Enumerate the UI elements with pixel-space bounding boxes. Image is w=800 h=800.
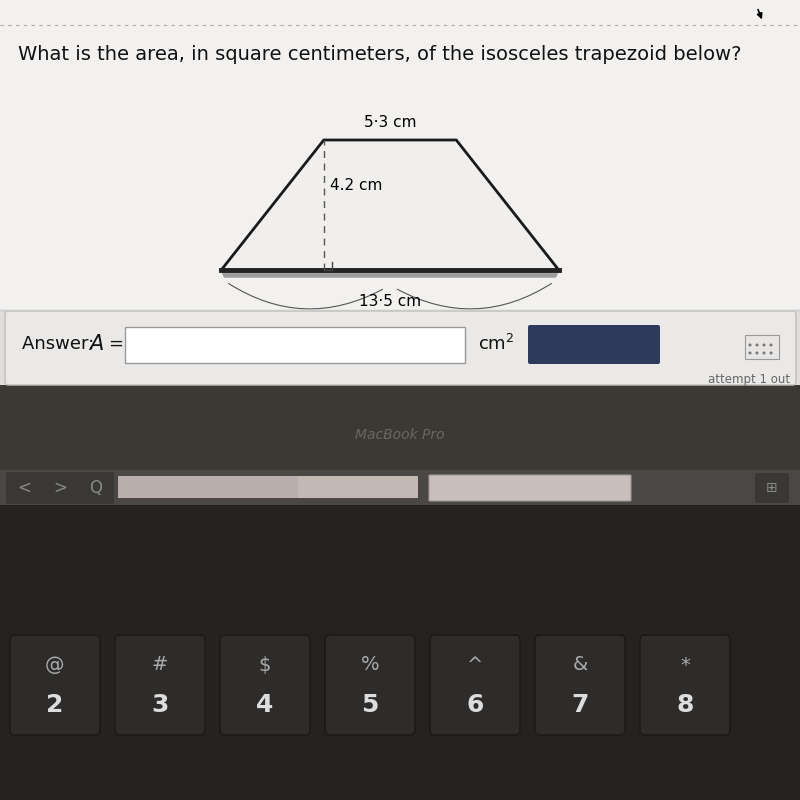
FancyBboxPatch shape — [640, 635, 730, 735]
Text: ^: ^ — [467, 655, 483, 674]
FancyBboxPatch shape — [5, 311, 796, 385]
Bar — [745, 335, 779, 359]
Text: attempt 1 out: attempt 1 out — [708, 374, 790, 386]
Text: <: < — [17, 479, 31, 497]
Text: What is the area, in square centimeters, of the isosceles trapezoid below?: What is the area, in square centimeters,… — [18, 45, 742, 64]
Text: $A$: $A$ — [88, 334, 104, 354]
Text: 6: 6 — [466, 693, 484, 717]
FancyBboxPatch shape — [220, 635, 310, 735]
Text: MacBook Pro: MacBook Pro — [355, 428, 445, 442]
Text: 7: 7 — [571, 693, 589, 717]
FancyBboxPatch shape — [325, 635, 415, 735]
Bar — [118, 476, 418, 498]
Bar — [125, 327, 465, 363]
Text: 5·3 cm: 5·3 cm — [364, 115, 416, 130]
FancyBboxPatch shape — [755, 473, 789, 503]
Circle shape — [755, 351, 758, 354]
Text: ...: ... — [125, 486, 133, 494]
Bar — [0, 385, 800, 470]
Text: =: = — [108, 335, 123, 353]
FancyBboxPatch shape — [78, 472, 114, 504]
Polygon shape — [222, 140, 558, 270]
Bar — [0, 470, 800, 505]
Text: 4: 4 — [256, 693, 274, 717]
Circle shape — [770, 343, 773, 346]
Circle shape — [762, 343, 766, 346]
FancyBboxPatch shape — [430, 635, 520, 735]
FancyBboxPatch shape — [115, 635, 205, 735]
Text: %: % — [361, 655, 379, 674]
FancyBboxPatch shape — [6, 472, 42, 504]
Bar — [0, 0, 800, 385]
Polygon shape — [222, 272, 558, 275]
FancyBboxPatch shape — [42, 472, 78, 504]
Circle shape — [749, 343, 751, 346]
Circle shape — [749, 351, 751, 354]
Text: ⊞: ⊞ — [766, 481, 778, 495]
FancyBboxPatch shape — [10, 635, 100, 735]
Text: 13·5 cm: 13·5 cm — [359, 294, 421, 309]
Text: 4.2 cm: 4.2 cm — [330, 178, 382, 193]
FancyBboxPatch shape — [528, 325, 660, 364]
Polygon shape — [223, 274, 557, 277]
Bar — [0, 310, 800, 385]
Bar — [0, 505, 800, 800]
Text: &: & — [572, 655, 588, 674]
Text: 5: 5 — [362, 693, 378, 717]
Text: 8: 8 — [676, 693, 694, 717]
Circle shape — [755, 343, 758, 346]
Text: #: # — [152, 655, 168, 674]
FancyBboxPatch shape — [429, 475, 631, 501]
Text: 3: 3 — [151, 693, 169, 717]
Polygon shape — [224, 275, 556, 278]
Text: Q: Q — [90, 479, 102, 497]
Text: cm$^2$: cm$^2$ — [478, 334, 514, 354]
Text: @: @ — [46, 655, 65, 674]
Text: 2: 2 — [46, 693, 64, 717]
Text: Submit Answer: Submit Answer — [538, 338, 650, 350]
Polygon shape — [222, 273, 558, 276]
Text: $: $ — [259, 655, 271, 674]
Text: >: > — [53, 479, 67, 497]
Bar — [118, 476, 298, 498]
Polygon shape — [222, 271, 558, 274]
Circle shape — [770, 351, 773, 354]
Text: Answer:: Answer: — [22, 335, 106, 353]
Circle shape — [762, 351, 766, 354]
FancyBboxPatch shape — [535, 635, 625, 735]
Text: *: * — [680, 655, 690, 674]
